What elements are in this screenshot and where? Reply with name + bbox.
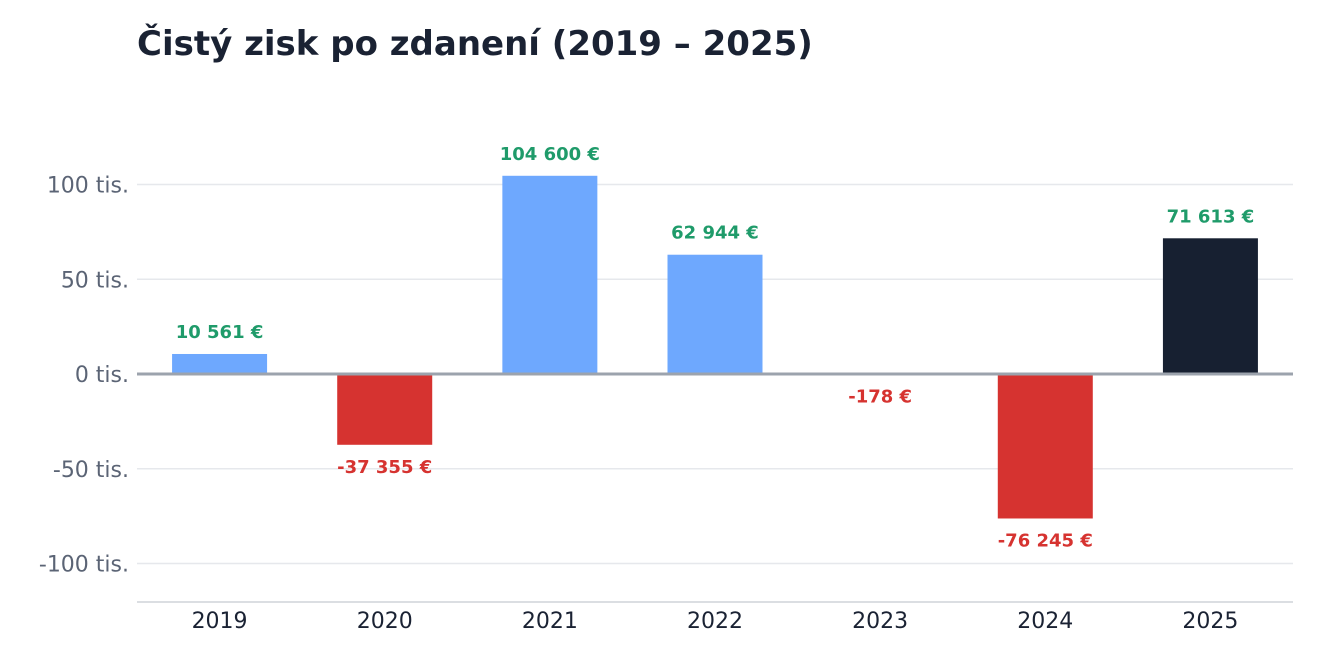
x-tick-label: 2025 [1182, 609, 1238, 634]
x-tick-label: 2021 [522, 609, 578, 634]
data-label-2020: -37 355 € [337, 457, 432, 478]
bar-2024 [997, 374, 1093, 519]
data-label-2019: 10 561 € [176, 322, 264, 343]
x-tick-label: 2023 [852, 609, 908, 634]
data-label-2024: -76 245 € [998, 530, 1093, 551]
y-tick-label: 0 tis. [75, 363, 129, 388]
y-tick-label: -50 tis. [53, 458, 129, 483]
bar-2020 [337, 374, 433, 445]
x-tick-label: 2020 [357, 609, 413, 634]
x-tick-label: 2019 [192, 609, 248, 634]
data-label-2025: 71 613 € [1167, 206, 1255, 227]
y-tick-label: 100 tis. [47, 174, 129, 199]
bars [172, 175, 1258, 519]
x-axis-ticks: 2019 2020 2021 2022 2023 2024 2025 [192, 609, 1239, 634]
data-label-2021: 104 600 € [500, 144, 600, 165]
x-tick-label: 2024 [1017, 609, 1073, 634]
y-tick-label: -100 tis. [39, 553, 129, 578]
y-axis-ticks: 100 tis. 50 tis. 0 tis. -50 tis. -100 tis. [39, 174, 129, 578]
chart-title: Čistý zisk po zdanení (2019 – 2025) [137, 24, 813, 64]
data-label-2022: 62 944 € [671, 223, 759, 244]
y-tick-label: 50 tis. [61, 268, 129, 293]
x-tick-label: 2022 [687, 609, 743, 634]
bar-2022 [667, 254, 763, 374]
bar-2021 [502, 175, 598, 374]
data-labels: 10 561 € -37 355 € 104 600 € 62 944 € -178 €… [176, 144, 1255, 552]
bar-2025 [1162, 238, 1258, 374]
data-label-2023: -178 € [848, 386, 912, 407]
grid-lines [137, 183, 1293, 603]
bar-2019 [172, 353, 268, 374]
